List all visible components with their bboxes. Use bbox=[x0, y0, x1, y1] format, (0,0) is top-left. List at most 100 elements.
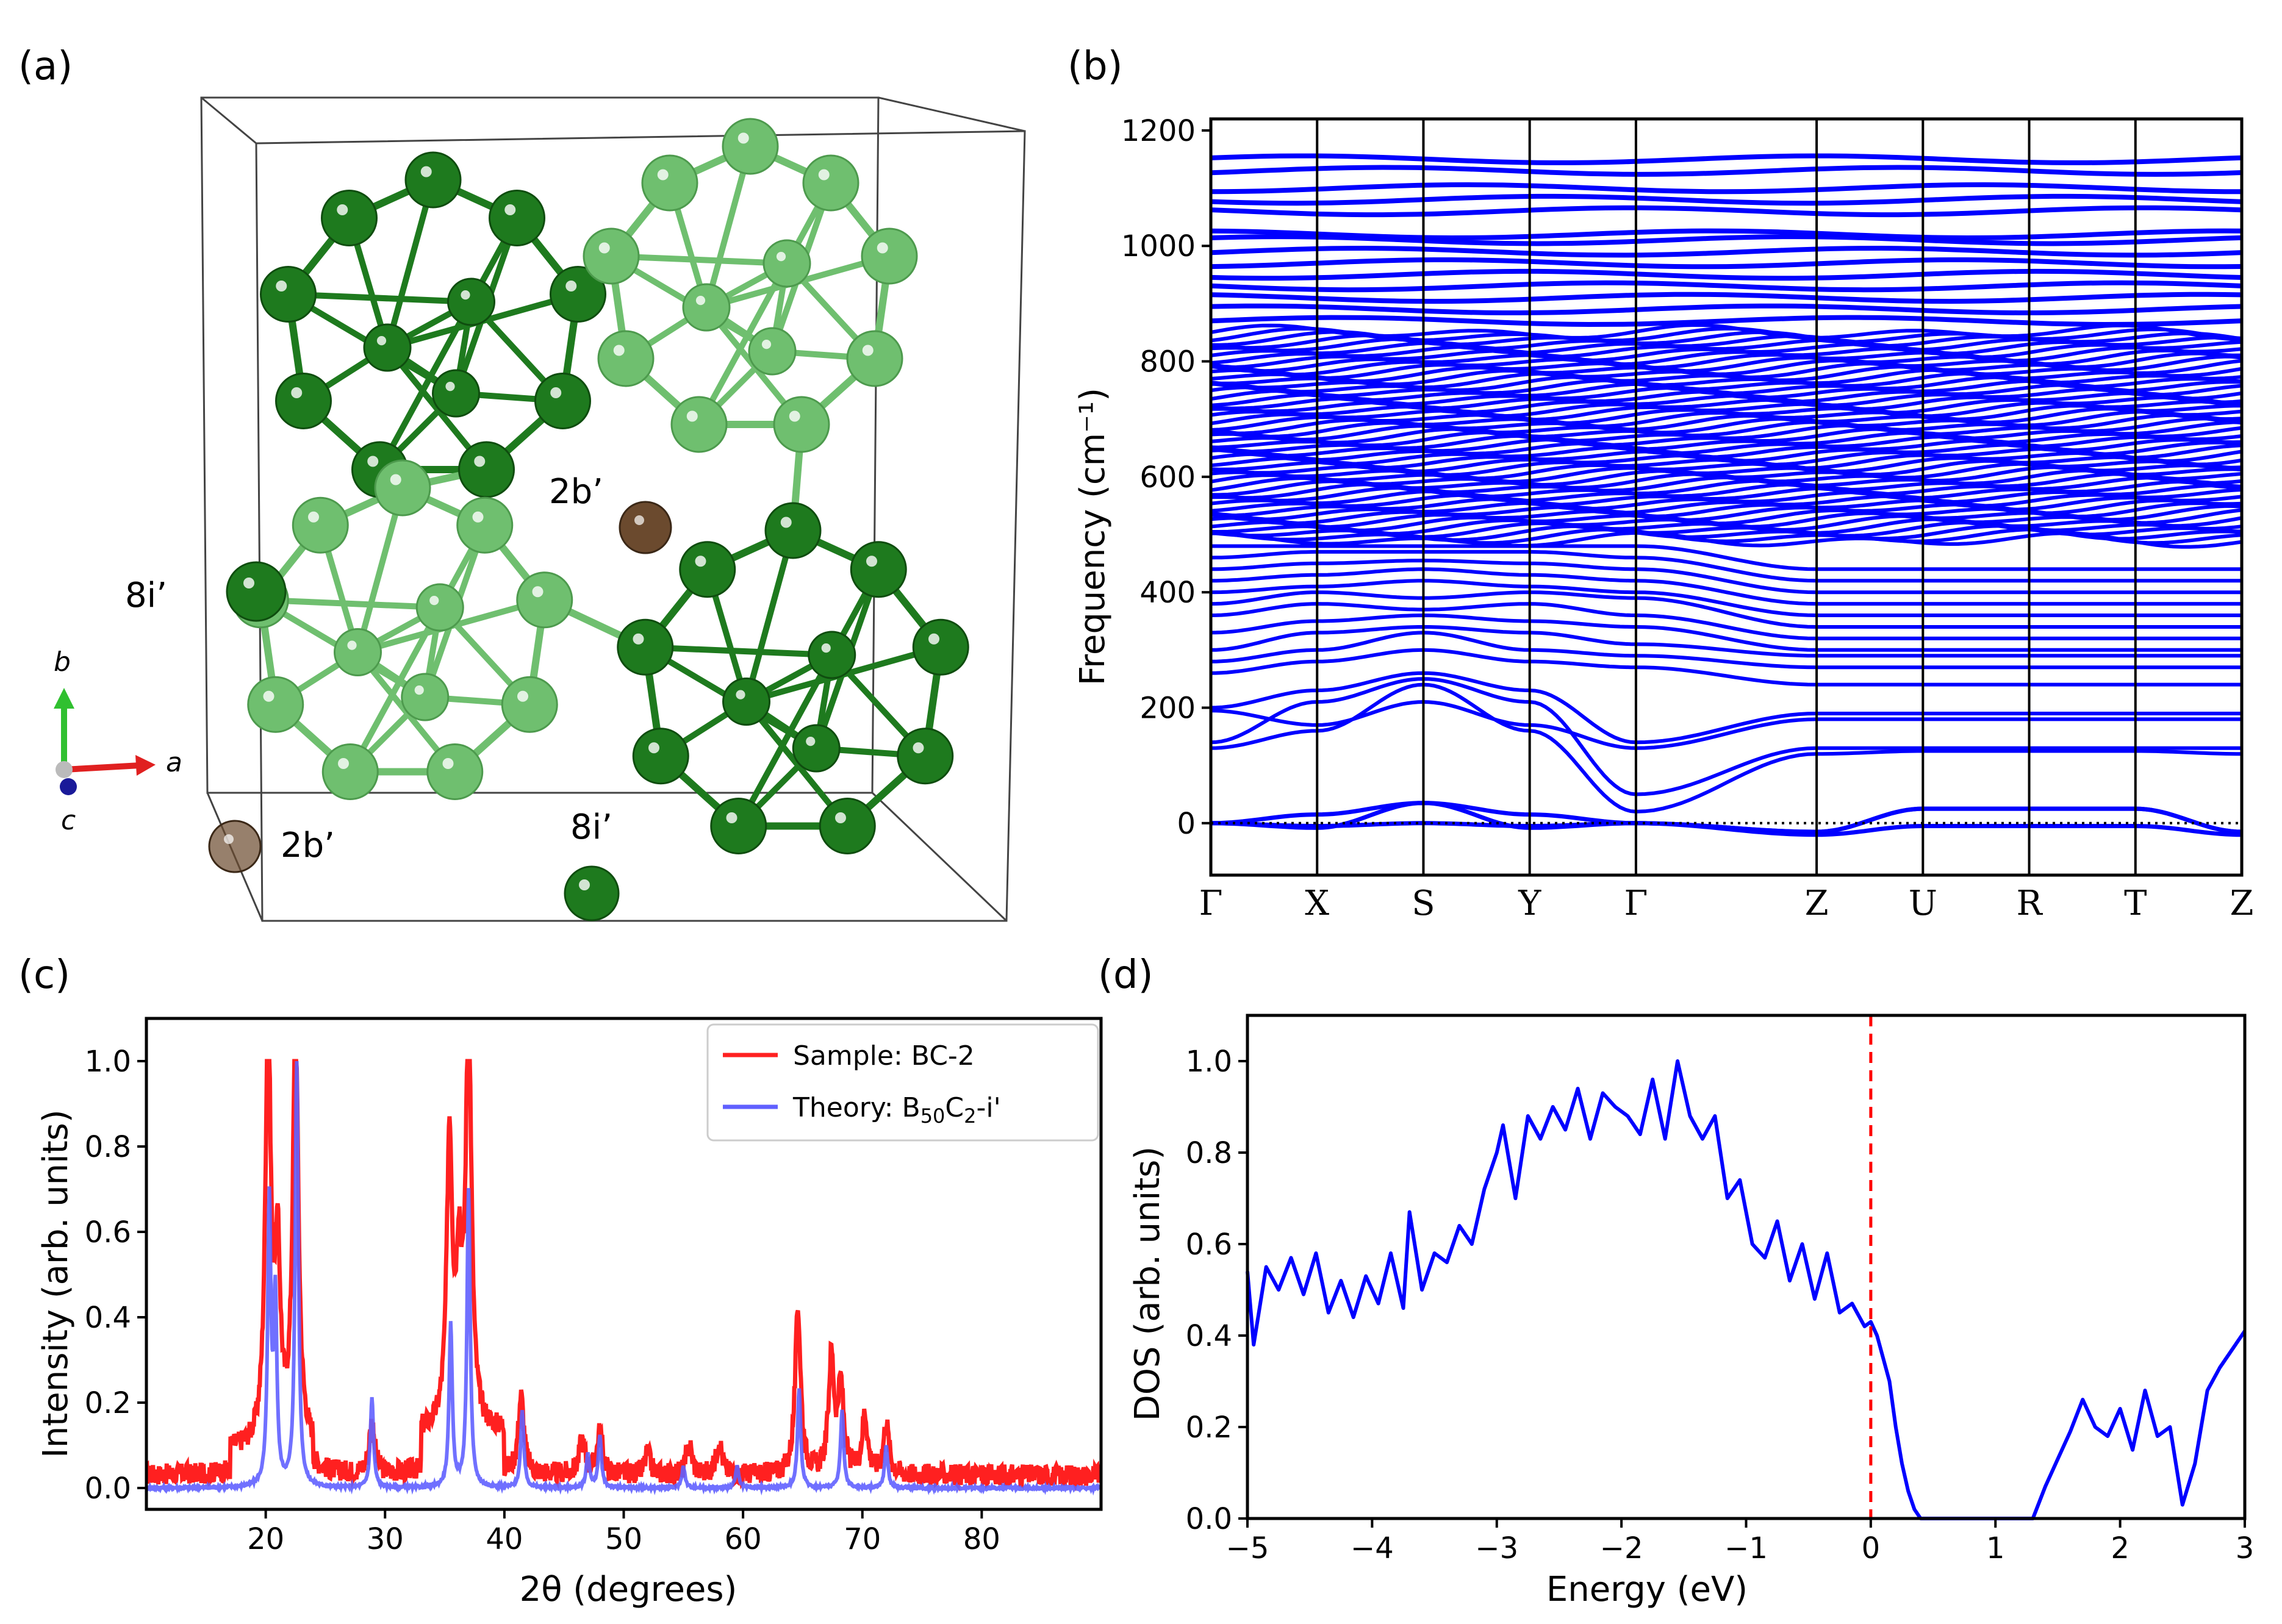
kpoint-label: U bbox=[1909, 884, 1937, 923]
phonon-band-line bbox=[1211, 434, 2242, 453]
atom-highlight bbox=[866, 556, 877, 567]
boron-atom bbox=[802, 154, 859, 212]
phonon-optic-branch bbox=[1211, 567, 2242, 606]
atom-highlight bbox=[657, 169, 669, 181]
bond bbox=[743, 529, 796, 703]
phonon-high-band bbox=[1211, 315, 2242, 327]
boron-atom bbox=[597, 330, 655, 387]
boron-atom bbox=[415, 583, 464, 632]
boron-atom bbox=[682, 283, 731, 332]
atom-highlight bbox=[633, 633, 644, 645]
atom-highlight bbox=[429, 596, 439, 606]
bond bbox=[260, 596, 440, 610]
x-tick-label: −5 bbox=[1226, 1531, 1269, 1565]
dos-y-axis-title: DOS (arb. units) bbox=[1128, 1146, 1168, 1421]
phonon-optic-branch bbox=[1211, 590, 2242, 629]
boron-atom bbox=[247, 676, 304, 733]
atom-highlight bbox=[648, 742, 659, 754]
phonon-y-axis-title: Frequency (cm⁻¹) bbox=[1073, 388, 1113, 685]
y-tick-label: 1.0 bbox=[85, 1045, 131, 1079]
phonon-high-band bbox=[1211, 182, 2242, 195]
y-tick-label: 0 bbox=[1177, 807, 1196, 841]
atom-highlight bbox=[821, 643, 831, 653]
atom-highlight bbox=[789, 410, 800, 422]
atom-highlight bbox=[414, 685, 424, 695]
atom-highlight bbox=[276, 281, 287, 292]
phonon-optic-branch bbox=[1211, 549, 2242, 583]
boron-atom bbox=[260, 266, 317, 323]
panel-label-a: (a) bbox=[18, 44, 73, 89]
kpoint-label: Γ bbox=[1624, 884, 1648, 923]
bond bbox=[347, 606, 443, 773]
atom-highlight bbox=[550, 387, 562, 398]
boron-atom bbox=[501, 676, 558, 733]
x-tick-label: −1 bbox=[1724, 1531, 1768, 1565]
phonon-band-line bbox=[1211, 323, 2242, 342]
y-tick-label: 400 bbox=[1139, 576, 1196, 610]
atom-highlight bbox=[504, 204, 516, 215]
atom-highlight bbox=[224, 834, 234, 844]
xrd-y-axis-title: Intensity (arb. units) bbox=[36, 1109, 76, 1458]
xrd-theory-line bbox=[146, 1061, 1101, 1496]
boron-atom bbox=[819, 798, 876, 854]
atom-highlight bbox=[367, 456, 379, 467]
boron-atom-8i bbox=[226, 561, 287, 622]
boron-atom bbox=[670, 396, 728, 453]
phonon-high-band bbox=[1211, 257, 2242, 270]
x-tick-label: −4 bbox=[1351, 1531, 1394, 1565]
bond bbox=[384, 179, 436, 349]
boron-atom bbox=[550, 266, 606, 323]
axis-label-a: a bbox=[166, 747, 182, 778]
phonon-acoustic-branch bbox=[1211, 821, 2242, 837]
bond bbox=[611, 253, 788, 266]
atom-highlight bbox=[517, 690, 528, 702]
panel-label-d: (d) bbox=[1098, 953, 1154, 998]
phonon-high-band bbox=[1211, 228, 2242, 241]
y-tick-label: 0.2 bbox=[1186, 1411, 1232, 1445]
atom-highlight bbox=[736, 690, 745, 699]
phonon-optic-branch bbox=[1211, 602, 2242, 640]
kpoint-label: S bbox=[1412, 884, 1435, 923]
y-tick-label: 0.2 bbox=[85, 1386, 131, 1420]
phonon-optic-branch bbox=[1211, 559, 2242, 595]
atom-highlight bbox=[913, 742, 924, 754]
boron-atom bbox=[363, 323, 412, 372]
atom-highlight bbox=[472, 511, 484, 523]
phonon-optic-branch bbox=[1211, 699, 2242, 750]
site-label-8i-bottom: 8i’ bbox=[570, 807, 612, 847]
atom-highlight bbox=[579, 879, 590, 890]
phonon-optic-branch bbox=[1211, 682, 2242, 814]
dos-line bbox=[1246, 1059, 2247, 1520]
atom-highlight bbox=[565, 281, 577, 292]
atom-highlight bbox=[338, 758, 349, 769]
y-tick-label: 0.6 bbox=[85, 1215, 131, 1250]
boron-atom bbox=[374, 459, 431, 517]
atom-highlight bbox=[835, 812, 846, 823]
phonon-high-band bbox=[1211, 165, 2242, 177]
atom-highlight bbox=[761, 340, 772, 349]
carbon-atom-2b bbox=[619, 501, 672, 554]
atom-highlight bbox=[695, 296, 706, 306]
phonon-high-band bbox=[1211, 193, 2242, 206]
boron-atom bbox=[516, 571, 573, 629]
atom-highlight bbox=[862, 345, 874, 356]
boron-atom bbox=[401, 673, 450, 721]
atom-highlight bbox=[442, 758, 454, 769]
x-tick-label: −3 bbox=[1475, 1531, 1518, 1565]
y-tick-label: 0.0 bbox=[1186, 1502, 1232, 1536]
atom-highlight bbox=[461, 290, 470, 300]
atom-highlight bbox=[474, 456, 486, 467]
kpoint-label: Y bbox=[1518, 884, 1541, 923]
atom-highlight bbox=[291, 387, 303, 398]
atom-highlight bbox=[445, 382, 455, 392]
boron-atom bbox=[426, 743, 484, 800]
axis-triad: a b c bbox=[54, 646, 182, 836]
boron-atom bbox=[722, 118, 779, 175]
dos-axes: −5 −4 −3 −2 −1 0 1 2 3 0.0 0.2 0.4 0.6 0.8 1.0 bbox=[1186, 1014, 2254, 1565]
phonon-branches bbox=[1211, 153, 2242, 837]
xrd-sample-line bbox=[146, 1059, 1101, 1492]
y-tick-label: 0.4 bbox=[1186, 1319, 1232, 1353]
atom-highlight bbox=[598, 242, 610, 254]
phonon-high-band bbox=[1211, 292, 2242, 304]
bond bbox=[377, 300, 474, 471]
